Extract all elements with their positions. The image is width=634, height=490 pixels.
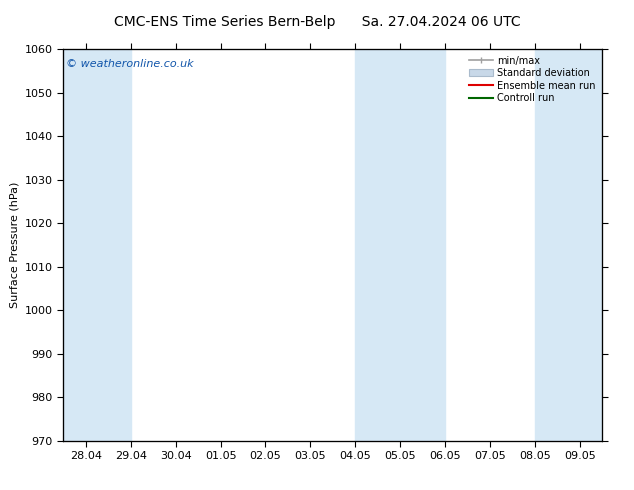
Text: CMC-ENS Time Series Bern-Belp      Sa. 27.04.2024 06 UTC: CMC-ENS Time Series Bern-Belp Sa. 27.04.… — [113, 15, 521, 29]
Bar — [535, 49, 634, 441]
Legend: min/max, Standard deviation, Ensemble mean run, Controll run: min/max, Standard deviation, Ensemble me… — [467, 54, 597, 105]
Y-axis label: Surface Pressure (hPa): Surface Pressure (hPa) — [10, 182, 19, 308]
Bar — [355, 49, 445, 441]
Bar — [63, 49, 131, 441]
Text: © weatheronline.co.uk: © weatheronline.co.uk — [66, 59, 194, 69]
